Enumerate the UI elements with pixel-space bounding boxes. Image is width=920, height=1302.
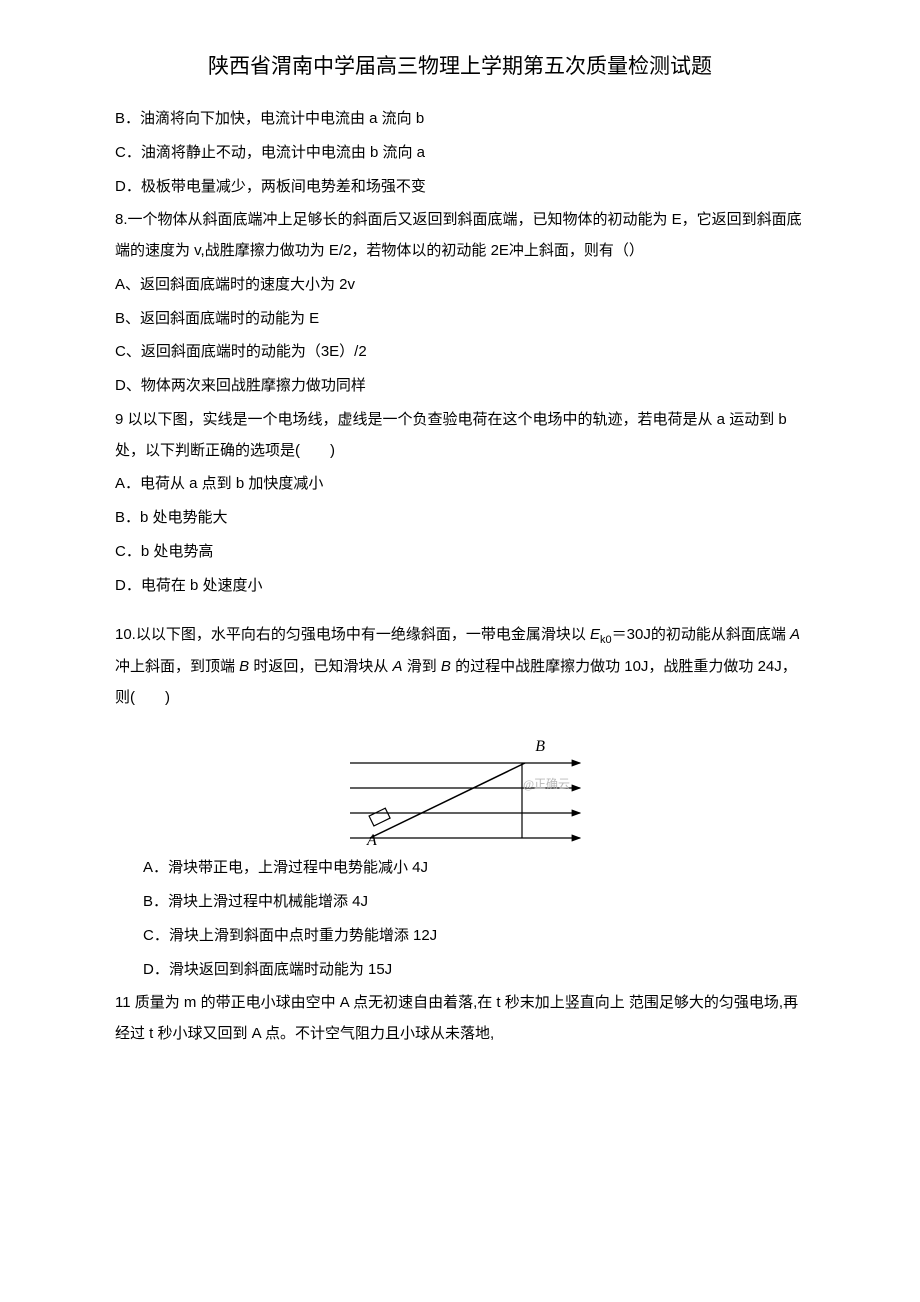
q10-option-d: D．滑块返回到斜面底端时动能为 15J (115, 955, 805, 986)
diagram-label-a: A (367, 832, 377, 850)
page-title: 陕西省渭南中学届高三物理上学期第五次质量检测试题 (115, 50, 805, 80)
question-11: 11 质量为 m 的带正电小球由空中 A 点无初速自由着落,在 t 秒末加上竖直… (115, 988, 805, 1050)
q10-text-4: 时返回，已知滑块从 (249, 658, 392, 675)
q8-option-a: A、返回斜面底端时的速度大小为 2v (115, 270, 805, 301)
q8-option-b: B、返回斜面底端时的动能为 E (115, 304, 805, 335)
diagram-watermark: @正确云 (523, 775, 570, 792)
q10-text-3: 冲上斜面，到顶端 (115, 658, 239, 675)
q8-option-d: D、物体两次来回战胜摩擦力做功同样 (115, 371, 805, 402)
option-b: B．油滴将向下加快，电流计中电流由 a 流向 b (115, 104, 805, 135)
q10-diagram-container: B A @正确云 (115, 723, 805, 843)
question-9: 9 以以下图，实线是一个电场线，虚线是一个负查验电荷在这个电场中的轨迹，若电荷是… (115, 405, 805, 467)
q10-ek-sub: k0 (600, 634, 612, 646)
q10-option-c: C．滑块上滑到斜面中点时重力势能增添 12J (115, 921, 805, 952)
q10-option-b: B．滑块上滑过程中机械能增添 4J (115, 887, 805, 918)
q10-option-a: A．滑块带正电，上滑过程中电势能减小 4J (115, 853, 805, 884)
question-8: 8.一个物体从斜面底端冲上足够长的斜面后又返回到斜面底端，已知物体的初动能为 E… (115, 205, 805, 267)
q10-text-1: 10.以以下图，水平向右的匀强电场中有一绝缘斜面，一带电金属滑块以 (115, 626, 590, 643)
option-d: D．极板带电量减少，两板间电势差和场强不变 (115, 172, 805, 203)
q10-B: B (239, 658, 249, 675)
q10-A: A (790, 626, 800, 643)
q8-option-c: C、返回斜面底端时的动能为（3E）/2 (115, 337, 805, 368)
q9-option-a: A．电荷从 a 点到 b 加快度减小 (115, 469, 805, 500)
diagram-label-b: B (535, 738, 545, 756)
option-c: C．油滴将静止不动，电流计中电流由 b 流向 a (115, 138, 805, 169)
q10-text-2: ＝30J的初动能从斜面底端 (612, 626, 790, 643)
q10-text-5: 滑到 (403, 658, 441, 675)
q9-option-b: B．b 处电势能大 (115, 503, 805, 534)
q10-diagram: B A @正确云 (330, 723, 590, 843)
q10-B2: B (441, 658, 451, 675)
q10-A2: A (393, 658, 403, 675)
q9-option-c: C．b 处电势高 (115, 537, 805, 568)
q10-ek: E (590, 626, 600, 643)
q9-option-d: D．电荷在 b 处速度小 (115, 571, 805, 602)
question-10: 10.以以下图，水平向右的匀强电场中有一绝缘斜面，一带电金属滑块以 Ek0＝30… (115, 620, 805, 713)
